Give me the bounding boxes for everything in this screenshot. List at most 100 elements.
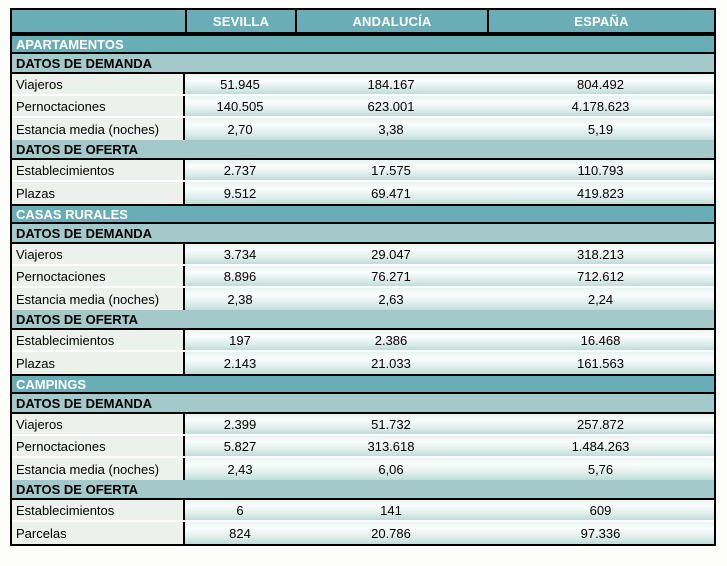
group-header-datos-de-demanda: DATOS DE DEMANDA xyxy=(12,224,714,244)
group-header-datos-de-oferta: DATOS DE OFERTA xyxy=(12,140,714,160)
data-group: Establecimientos 2.737 17.575 110.793 Plazas… xyxy=(12,160,714,204)
table-row-viajeros: Viajeros 3.734 29.047 318.213 xyxy=(12,244,714,266)
row-values: 6 141 609 xyxy=(185,500,714,520)
corner-cell xyxy=(12,10,185,32)
value-cell: 2.399 xyxy=(223,416,257,432)
section-header-apartamentos: APARTAMENTOS xyxy=(12,34,714,54)
row-values: 2,43 6,06 5,76 xyxy=(185,458,714,480)
value-cell: 51.945 xyxy=(220,76,260,92)
value-cell: 9.512 xyxy=(223,185,257,201)
data-group: Viajeros 2.399 51.732 257.872 Pernoctaciones… xyxy=(12,414,714,480)
value-cell: 184.167 xyxy=(367,76,415,92)
row-values: 197 2.386 16.468 xyxy=(185,330,714,350)
data-group: Establecimientos 6 141 609 Parcelas 824 20.786… xyxy=(12,500,714,544)
row-label: Pernoctaciones xyxy=(12,266,185,286)
row-values: 2,38 2,63 2,24 xyxy=(185,288,714,310)
value-cell: 161.563 xyxy=(577,355,624,371)
table-row-estancia-media-noches-: Estancia media (noches) 2,38 2,63 2,24 xyxy=(12,288,714,310)
row-values: 140.505 623.001 4.178.623 xyxy=(185,96,714,116)
value-cell: 804.492 xyxy=(577,76,624,92)
value-cell: 16.468 xyxy=(580,332,621,348)
row-values: 824 20.786 97.336 xyxy=(185,522,714,544)
value-cell: 21.033 xyxy=(371,355,411,371)
group-header-datos-de-demanda: DATOS DE DEMANDA xyxy=(12,54,714,74)
value-cell: 141 xyxy=(380,502,402,518)
column-header-andalucia: ANDALUCÍA xyxy=(295,10,487,32)
value-cell: 51.732 xyxy=(371,416,411,432)
value-cell: 2.737 xyxy=(223,162,257,178)
value-cell: 97.336 xyxy=(580,525,621,541)
row-label: Viajeros xyxy=(12,74,185,94)
table-row-establecimientos: Establecimientos 2.737 17.575 110.793 xyxy=(12,160,714,182)
value-cell: 2,70 xyxy=(227,121,253,137)
data-group: Establecimientos 197 2.386 16.468 Plazas 2.14… xyxy=(12,330,714,374)
value-cell: 110.793 xyxy=(577,162,624,178)
value-cell: 5,19 xyxy=(587,121,614,137)
value-cell: 3,38 xyxy=(378,121,404,137)
value-cell: 3.734 xyxy=(223,246,257,262)
value-cell: 8.896 xyxy=(223,268,257,284)
data-group: Viajeros 51.945 184.167 804.492 Pernoctacion… xyxy=(12,74,714,140)
data-group: Viajeros 3.734 29.047 318.213 Pernoctaciones… xyxy=(12,244,714,310)
value-cell: 712.612 xyxy=(577,268,624,284)
row-values: 9.512 69.471 419.823 xyxy=(185,182,714,204)
row-label: Plazas xyxy=(12,182,185,204)
row-values: 2.737 17.575 110.793 xyxy=(185,160,714,180)
value-cell: 419.823 xyxy=(577,185,624,201)
value-cell: 2,38 xyxy=(227,291,253,307)
table-row-pernoctaciones: Pernoctaciones 140.505 623.001 4.178.623 xyxy=(12,96,714,118)
column-header-row: SEVILLA ANDALUCÍA ESPAÑA xyxy=(12,10,714,34)
row-label: Estancia media (noches) xyxy=(12,458,185,480)
tourism-statistics-table: SEVILLA ANDALUCÍA ESPAÑA APARTAMENTOS DATOS … xyxy=(10,8,716,546)
table-row-plazas: Plazas 2.143 21.033 161.563 xyxy=(12,352,714,374)
row-label: Establecimientos xyxy=(12,500,185,520)
group-header-datos-de-oferta: DATOS DE OFERTA xyxy=(12,480,714,500)
table-row-establecimientos: Establecimientos 6 141 609 xyxy=(12,500,714,522)
value-cell: 6,06 xyxy=(378,461,404,477)
value-cell: 318.213 xyxy=(577,246,624,262)
section-header-casas-rurales: CASAS RURALES xyxy=(12,204,714,224)
value-cell: 2,24 xyxy=(587,291,614,307)
row-label: Pernoctaciones xyxy=(12,436,185,456)
table-row-viajeros: Viajeros 2.399 51.732 257.872 xyxy=(12,414,714,436)
value-cell: 257.872 xyxy=(577,416,624,432)
value-cell: 1.484.263 xyxy=(571,438,630,454)
value-cell: 17.575 xyxy=(371,162,411,178)
row-values: 5.827 313.618 1.484.263 xyxy=(185,436,714,456)
value-cell: 2.386 xyxy=(374,332,408,348)
row-values: 2.399 51.732 257.872 xyxy=(185,414,714,434)
value-cell: 20.786 xyxy=(371,525,411,541)
table-row-plazas: Plazas 9.512 69.471 419.823 xyxy=(12,182,714,204)
value-cell: 2,63 xyxy=(378,291,404,307)
value-cell: 29.047 xyxy=(371,246,411,262)
value-cell: 2.143 xyxy=(223,355,257,371)
column-header-espana: ESPAÑA xyxy=(487,10,714,32)
row-values: 51.945 184.167 804.492 xyxy=(185,74,714,94)
row-label: Viajeros xyxy=(12,414,185,434)
row-label: Establecimientos xyxy=(12,330,185,350)
value-cell: 140.505 xyxy=(216,98,264,114)
table-row-estancia-media-noches-: Estancia media (noches) 2,70 3,38 5,19 xyxy=(12,118,714,140)
value-cell: 824 xyxy=(229,525,251,541)
section-header-campings: CAMPINGS xyxy=(12,374,714,394)
value-cell: 4.178.623 xyxy=(571,98,630,114)
value-cell: 197 xyxy=(229,332,251,348)
row-label: Plazas xyxy=(12,352,185,374)
table-row-viajeros: Viajeros 51.945 184.167 804.492 xyxy=(12,74,714,96)
row-label: Pernoctaciones xyxy=(12,96,185,116)
row-label: Parcelas xyxy=(12,522,185,544)
group-header-datos-de-oferta: DATOS DE OFERTA xyxy=(12,310,714,330)
row-label: Establecimientos xyxy=(12,160,185,180)
value-cell: 76.271 xyxy=(371,268,411,284)
row-label: Viajeros xyxy=(12,244,185,264)
table-row-pernoctaciones: Pernoctaciones 5.827 313.618 1.484.263 xyxy=(12,436,714,458)
table-row-pernoctaciones: Pernoctaciones 8.896 76.271 712.612 xyxy=(12,266,714,288)
column-header-sevilla: SEVILLA xyxy=(185,10,295,32)
value-cell: 623.001 xyxy=(367,98,415,114)
value-cell: 609 xyxy=(589,502,612,518)
table-row-establecimientos: Establecimientos 197 2.386 16.468 xyxy=(12,330,714,352)
value-cell: 69.471 xyxy=(371,185,411,201)
value-cell: 313.618 xyxy=(367,438,415,454)
group-header-datos-de-demanda: DATOS DE DEMANDA xyxy=(12,394,714,414)
value-cell: 5,76 xyxy=(587,461,614,477)
